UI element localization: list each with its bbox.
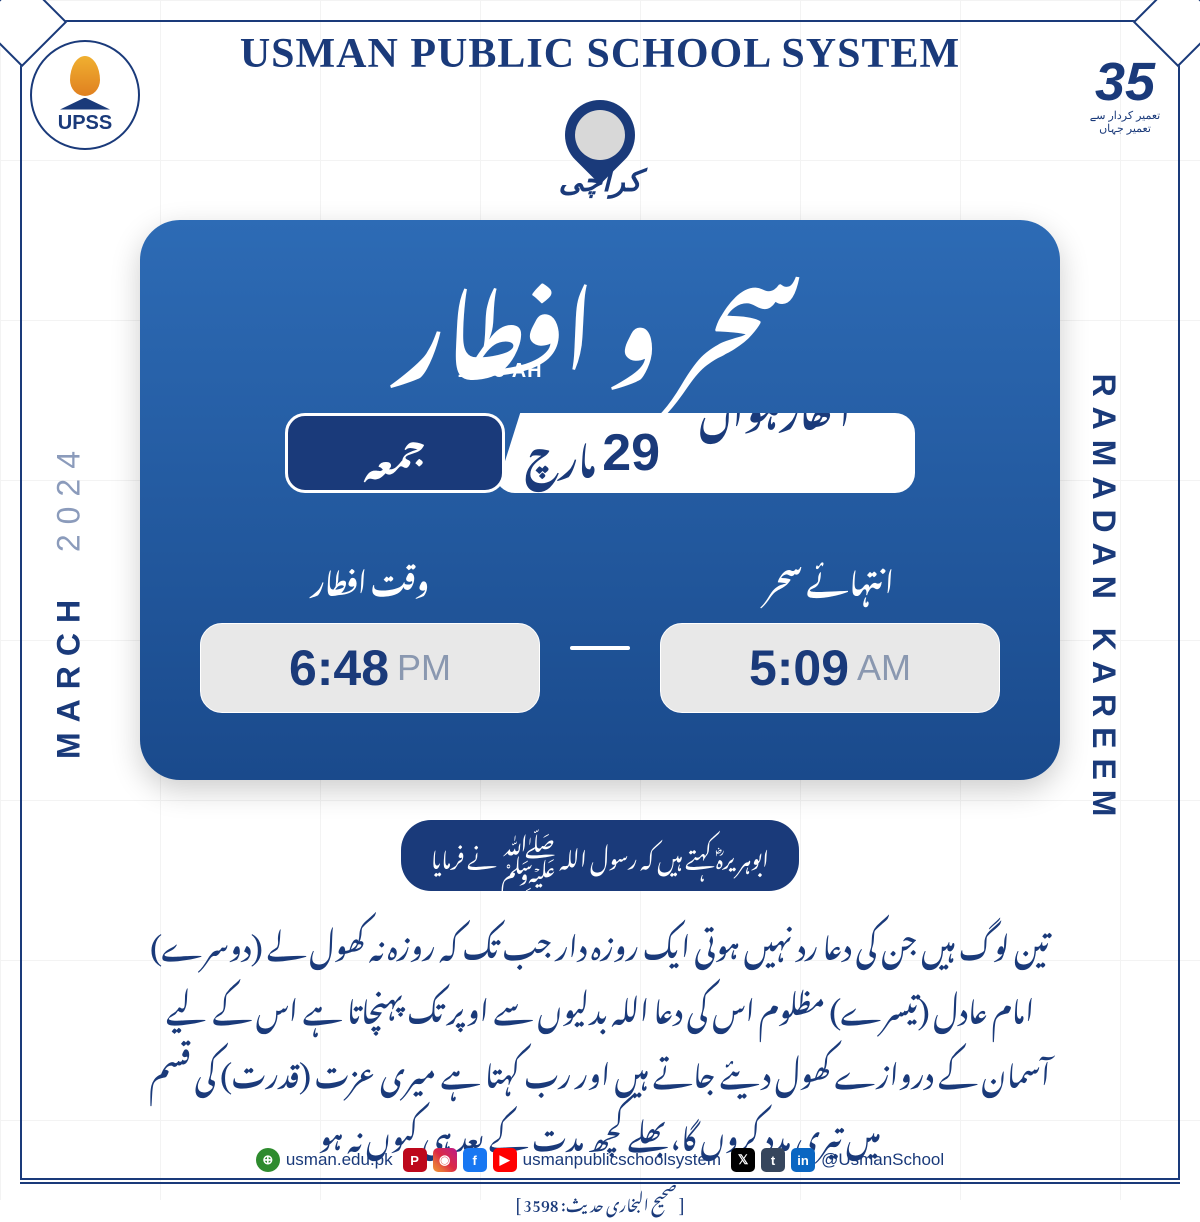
sehr-box: انتہائے سحر 5:09 AM [660, 543, 1000, 713]
header: UPSS USMAN PUBLIC SCHOOL SYSTEM 35 تعمیر… [0, 30, 1200, 78]
sehr-time-value: 5:09 [749, 639, 849, 697]
footer-website-group: ⊕ usman.edu.pk [256, 1148, 393, 1172]
side-right-text: RAMADAN KAREEM [1085, 374, 1122, 827]
footer-longhandle-group: P ◉ f ▶ usmanpublicschoolsystem [403, 1148, 721, 1172]
sehr-ampm: AM [857, 647, 911, 689]
book-icon [60, 98, 110, 110]
facebook-icon: f [463, 1148, 487, 1172]
sehr-time: 5:09 AM [660, 623, 1000, 713]
date-number: 29 [602, 423, 660, 483]
logo-upss: UPSS [30, 40, 140, 150]
side-month: MARCH [51, 590, 87, 759]
footer-shorthandle-group: 𝕏 t in @UsmanSchool [731, 1148, 944, 1172]
globe-icon: ⊕ [256, 1148, 280, 1172]
hijri-year: 1445 AH [0, 360, 1000, 383]
location-pin: کراچی [535, 100, 665, 199]
flame-icon [70, 56, 100, 96]
date-row: جمعہ اٹھارہواں روزہ 29 مارچ [200, 413, 1000, 493]
x-icon: 𝕏 [731, 1148, 755, 1172]
timing-card: سحر و افطار 1445 AH جمعہ اٹھارہواں روزہ … [140, 220, 1060, 780]
instagram-icon: ◉ [433, 1148, 457, 1172]
sehr-label: انتہائے سحر [660, 543, 1000, 613]
side-left-text: MARCH 2024 [51, 441, 88, 759]
website-url: usman.edu.pk [286, 1150, 393, 1170]
years-sub: تعمیر کردار سے تعمیر جہاں [1080, 109, 1170, 135]
iftar-time-value: 6:48 [289, 639, 389, 697]
hadith-intro: ابوہریرہؓ کہتے ہیں کہ رسول اللہ ﷺ نے فرم… [401, 820, 800, 891]
logo-35years: 35 تعمیر کردار سے تعمیر جہاں [1080, 55, 1170, 135]
years-mark: 35 [1080, 55, 1170, 109]
times-row: وقت افطار 6:48 PM انتہائے سحر 5:09 AM [200, 543, 1000, 713]
linkedin-icon: in [791, 1148, 815, 1172]
tumblr-icon: t [761, 1148, 785, 1172]
date-month: مارچ [525, 406, 596, 501]
logo-abbr: UPSS [58, 112, 112, 135]
day-name-pill: جمعہ [285, 413, 505, 493]
handle-long: usmanpublicschoolsystem [523, 1150, 721, 1170]
pinterest-icon: P [403, 1148, 427, 1172]
footer-socials: ⊕ usman.edu.pk P ◉ f ▶ usmanpublicschool… [0, 1148, 1200, 1172]
hadith-reference: [ صحیح البخاری حدیث: 3598 ] [140, 1182, 1060, 1222]
iftar-time: 6:48 PM [200, 623, 540, 713]
date-pill: اٹھارہواں روزہ 29 مارچ [495, 413, 915, 493]
handle-short: @UsmanSchool [821, 1150, 944, 1170]
iftar-ampm: PM [397, 647, 451, 689]
iftar-box: وقت افطار 6:48 PM [200, 543, 540, 713]
youtube-icon: ▶ [493, 1148, 517, 1172]
side-year: 2024 [51, 441, 87, 552]
time-divider [570, 646, 630, 650]
card-title-urdu: سحر و افطار [200, 260, 1000, 370]
bottom-border [20, 1182, 1180, 1184]
iftar-label: وقت افطار [200, 543, 540, 613]
hadith-body: تین لوگ ہیں جن کی دعا رد نہیں ہوتی ایک ر… [140, 911, 1060, 1166]
page-title: USMAN PUBLIC SCHOOL SYSTEM [240, 30, 960, 78]
